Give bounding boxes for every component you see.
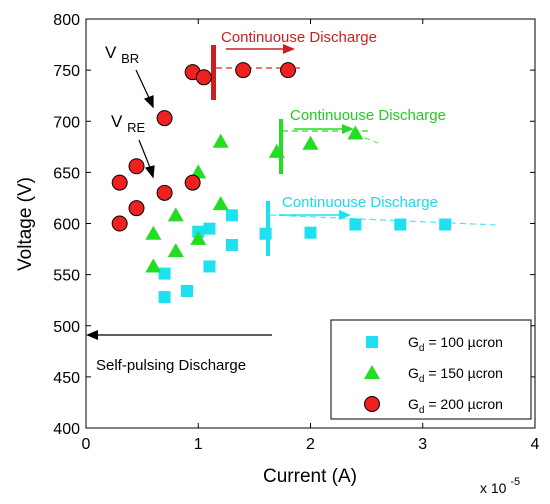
x-tick-label-2: 2 xyxy=(306,436,315,453)
axis-ticks xyxy=(85,18,536,429)
v-arrows xyxy=(135,69,155,179)
vre-main: V xyxy=(111,112,123,131)
y-tick-label-6: 700 xyxy=(53,114,80,131)
point-circle-8 xyxy=(195,69,212,86)
y-tick-label-5: 650 xyxy=(53,165,80,182)
legend-label-2: Gd = 200 µcron xyxy=(408,396,503,416)
y-tick-label-7: 750 xyxy=(53,63,80,80)
legend-label-main-1: G xyxy=(408,365,419,381)
legend-label-1: Gd = 150 µcron xyxy=(408,365,503,385)
point-circle-4 xyxy=(156,184,173,201)
point-square-8 xyxy=(203,222,216,235)
point-triangle-4 xyxy=(167,207,184,222)
point-circle-3 xyxy=(128,158,145,175)
x-tick-label-0: 0 xyxy=(82,436,91,453)
annotation-continuous-cyan: Continuouse Discharge xyxy=(282,194,438,211)
point-square-5 xyxy=(259,227,272,240)
vre-sub: RE xyxy=(127,120,145,135)
legend-marker-square xyxy=(366,336,378,348)
x-axis-multiplier: x 10 -5 xyxy=(480,476,520,496)
annotation-self-pulsing: Self-pulsing Discharge xyxy=(96,357,246,374)
arrow-self-pulsing-head xyxy=(86,330,98,340)
point-triangle-5 xyxy=(212,196,229,211)
x-tick-label-1: 1 xyxy=(194,436,203,453)
point-square-1 xyxy=(181,284,194,297)
point-square-4 xyxy=(225,238,238,251)
y-tick-label-2: 500 xyxy=(53,319,80,336)
point-square-2 xyxy=(158,267,171,280)
legend-label-sub-1: d xyxy=(419,374,425,385)
point-square-10 xyxy=(349,218,362,231)
y-tick-label-4: 600 xyxy=(53,217,80,234)
legend-label-0: Gd = 100 µcron xyxy=(408,334,503,354)
point-triangle-3 xyxy=(145,225,162,240)
arrow-cyan-head xyxy=(339,210,351,220)
arrow-vbr-head xyxy=(143,95,154,109)
legend-label-main-0: G xyxy=(408,334,419,350)
y-tick-label-8: 800 xyxy=(53,12,80,29)
annotation-continuous-red: Continuouse Discharge xyxy=(221,29,377,46)
point-circle-6 xyxy=(156,110,173,127)
legend-label-rest-0: = 100 µcron xyxy=(424,334,503,350)
point-circle-2 xyxy=(111,174,128,191)
arrow-red-head xyxy=(283,44,295,54)
point-circle-1 xyxy=(128,200,145,217)
y-tick-label-0: 400 xyxy=(53,421,80,438)
point-circle-5 xyxy=(184,174,201,191)
legend-label-sub-0: d xyxy=(419,343,425,354)
point-triangle-1 xyxy=(167,243,184,258)
point-triangle-10 xyxy=(347,125,364,140)
point-square-11 xyxy=(394,218,407,231)
x-multiplier-base: x 10 xyxy=(480,480,507,496)
arrow-vre-head xyxy=(144,165,155,179)
x-tick-label-3: 3 xyxy=(418,436,427,453)
point-triangle-9 xyxy=(302,135,319,150)
legend-label-rest-1: = 150 µcron xyxy=(424,365,503,381)
arrow-vbr-line xyxy=(135,69,151,101)
axis-tick-labels: 0 1 2 3 4 400 450 500 550 600 650 700 750 800 xyxy=(53,12,539,453)
legend-marker-circle xyxy=(364,396,380,412)
legend-label-rest-2: = 200 µcron xyxy=(424,396,503,412)
arrow-green-head xyxy=(342,124,354,134)
x-axis-label: Current (A) xyxy=(263,466,357,487)
vbr-main: V xyxy=(105,43,117,62)
point-square-12 xyxy=(439,218,452,231)
point-triangle-7 xyxy=(268,143,285,158)
point-square-9 xyxy=(225,209,238,222)
legend-label-main-2: G xyxy=(408,396,419,412)
annotation-continuous-green: Continuouse Discharge xyxy=(290,107,446,124)
x-multiplier-exponent: -5 xyxy=(510,476,520,488)
arrow-vre-line xyxy=(138,139,152,171)
point-square-3 xyxy=(203,260,216,273)
point-circle-9 xyxy=(235,62,252,79)
point-circle-0 xyxy=(111,215,128,232)
point-triangle-8 xyxy=(212,133,229,148)
vbr-sub: BR xyxy=(121,51,139,66)
y-axis-label: Voltage (V) xyxy=(15,177,36,271)
point-square-6 xyxy=(304,226,317,239)
y-tick-label-3: 550 xyxy=(53,268,80,285)
annotation-vbr: V BR xyxy=(105,43,139,66)
continuous-arrows xyxy=(226,44,354,220)
legend-marker-triangle xyxy=(364,365,380,379)
point-triangle-2 xyxy=(190,230,207,245)
boundary-bar-red xyxy=(211,45,216,100)
annotation-vre: V RE xyxy=(111,112,145,135)
point-square-0 xyxy=(158,291,171,304)
x-tick-label-4: 4 xyxy=(531,436,540,453)
data-points xyxy=(111,62,452,304)
y-tick-label-1: 450 xyxy=(53,370,80,387)
trend-line-cyan xyxy=(269,214,498,226)
legend-label-sub-2: d xyxy=(419,405,425,416)
point-circle-10 xyxy=(280,62,297,79)
boundary-bar-green xyxy=(279,119,283,174)
point-triangle-0 xyxy=(145,258,162,273)
